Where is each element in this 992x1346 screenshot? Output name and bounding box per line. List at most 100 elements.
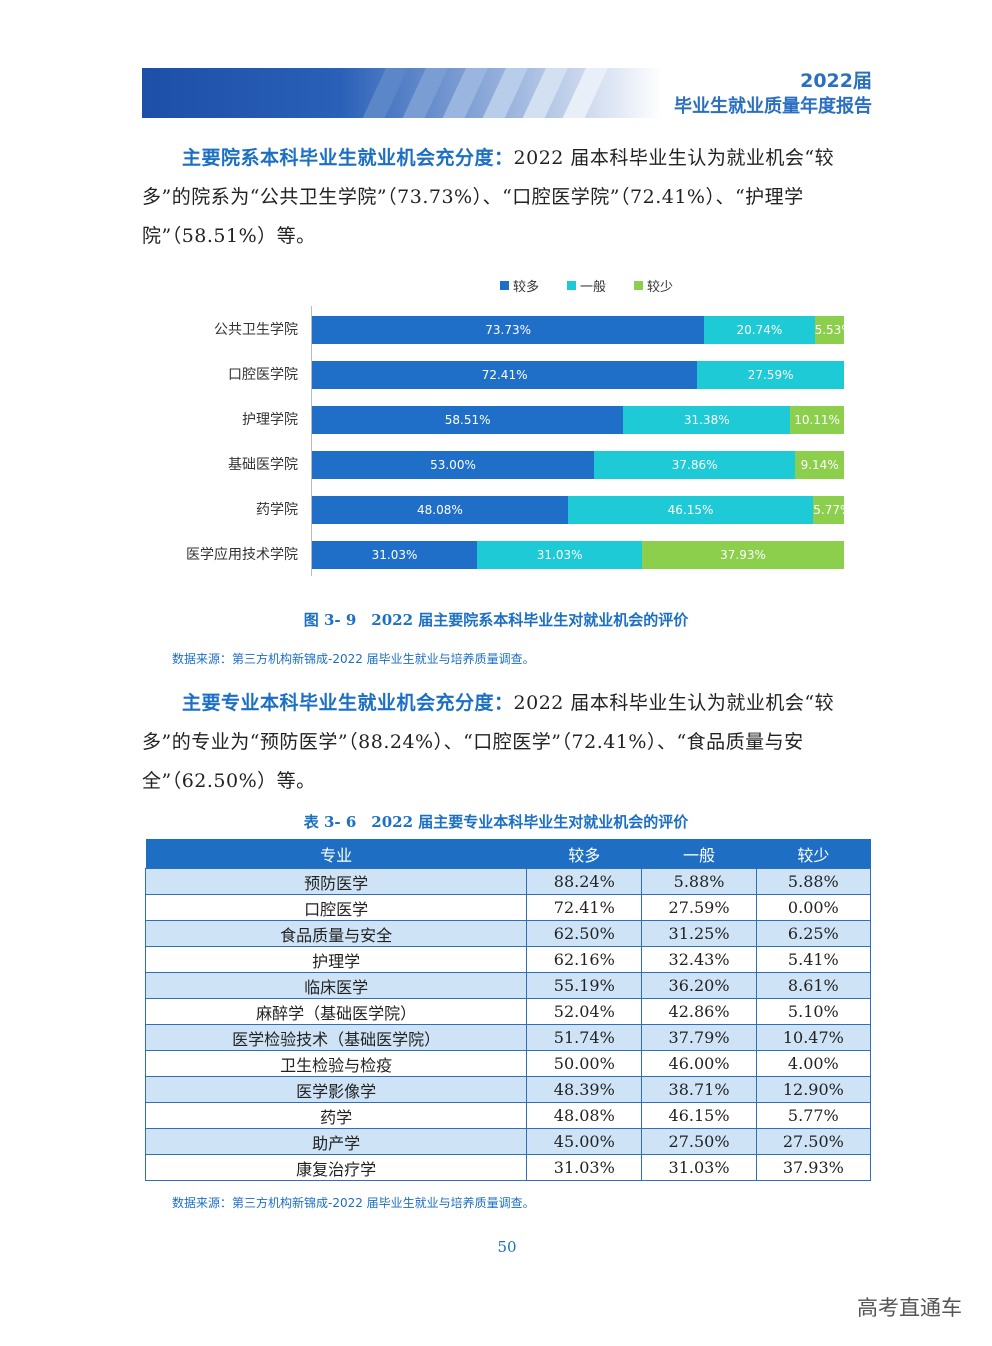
table-cell: 4.00% xyxy=(755,1050,872,1077)
bar-segment: 73.73% xyxy=(312,316,705,344)
evaluation-table: 专业 较多 一般 较少 预防医学 88.24% 5.88% 5.88% 口腔医学 72.4… xyxy=(144,839,872,1181)
table-cell: 46.00% xyxy=(641,1050,757,1077)
table-caption: 表 3- 6 2022 届主要专业本科毕业生对就业机会的评价 xyxy=(303,813,689,831)
bar-segment: 46.15% xyxy=(567,496,814,524)
bar-segment: 48.08% xyxy=(312,496,568,524)
report-header: 2022届 毕业生就业质量年度报告 xyxy=(674,68,872,120)
bar-segment: 10.11% xyxy=(790,406,844,434)
table-cell: 37.93% xyxy=(755,1154,872,1181)
header-banner xyxy=(142,68,662,118)
chart-row: 公共卫生学院 73.73% 20.74% 5.53% xyxy=(160,316,860,344)
table-cell: 36.20% xyxy=(641,972,757,999)
table-cell: 5.10% xyxy=(755,998,872,1025)
stacked-bar: 53.00% 37.86% 9.14% xyxy=(312,451,844,479)
table-cell: 27.59% xyxy=(641,894,757,921)
chart-row: 医学应用技术学院 31.03% 31.03% 37.93% xyxy=(160,541,860,569)
table-cell: 32.43% xyxy=(641,946,757,973)
legend-swatch xyxy=(634,281,644,290)
data-source-note: 数据来源：第三方机构新锦成-2022 届毕业生就业与培养质量调查。 xyxy=(172,652,535,666)
table-cell: 27.50% xyxy=(755,1128,872,1155)
chart-row: 药学院 48.08% 46.15% 5.77% xyxy=(160,496,860,524)
table-cell: 48.39% xyxy=(526,1076,643,1103)
stacked-bar: 58.51% 31.38% 10.11% xyxy=(312,406,844,434)
bar-segment: 5.53% xyxy=(814,316,853,344)
table-cell: 5.88% xyxy=(641,868,757,895)
table-cell: 62.16% xyxy=(526,946,643,973)
table-row: 卫生检验与检疫 50.00% 46.00% 4.00% xyxy=(144,1050,872,1077)
legend-label: 较少 xyxy=(647,280,674,295)
table-row: 临床医学 55.19% 36.20% 8.61% xyxy=(144,972,872,999)
table-cell: 药学 xyxy=(144,1102,528,1129)
paragraph-lead: 主要专业本科毕业生就业机会充分度： xyxy=(182,692,514,714)
table-cell: 52.04% xyxy=(526,998,643,1025)
bar-segment: 20.74% xyxy=(704,316,815,344)
table-cell: 护理学 xyxy=(144,946,528,973)
table-row: 麻醉学（基础医学院） 52.04% 42.86% 5.10% xyxy=(144,998,872,1025)
legend-item: 较少 xyxy=(634,276,673,295)
table-row: 食品质量与安全 62.50% 31.25% 6.25% xyxy=(144,920,872,947)
table-cell: 卫生检验与检疫 xyxy=(144,1050,528,1077)
table-cell: 31.03% xyxy=(526,1154,643,1181)
table-cell: 医学检验技术（基础医学院） xyxy=(144,1024,528,1051)
table-cell: 麻醉学（基础医学院） xyxy=(144,998,528,1025)
table-row: 药学 48.08% 46.15% 5.77% xyxy=(144,1102,872,1129)
stacked-bar: 72.41% 27.59% xyxy=(312,361,844,389)
table-cell: 12.90% xyxy=(755,1076,872,1103)
table-cell: 5.77% xyxy=(755,1102,872,1129)
bar-segment: 31.03% xyxy=(312,541,478,569)
table-cell: 50.00% xyxy=(526,1050,643,1077)
watermark: 高考直通车 xyxy=(857,1296,962,1320)
table-row: 护理学 62.16% 32.43% 5.41% xyxy=(144,946,872,973)
category-label: 基础医学院 xyxy=(228,457,298,473)
chart-row: 口腔医学院 72.41% 27.59% xyxy=(160,361,860,389)
table-cell: 27.50% xyxy=(641,1128,757,1155)
table-row: 医学影像学 48.39% 38.71% 12.90% xyxy=(144,1076,872,1103)
column-header: 较少 xyxy=(756,839,871,869)
category-label: 护理学院 xyxy=(242,412,298,428)
table-cell: 6.25% xyxy=(755,920,872,947)
legend-label: 一般 xyxy=(580,280,607,295)
paragraph-majors: 主要专业本科毕业生就业机会充分度：2022 届本科毕业生认为就业机会“较多”的专… xyxy=(142,684,862,801)
column-header: 较多 xyxy=(526,839,642,869)
paragraph-lead: 主要院系本科毕业生就业机会充分度： xyxy=(182,147,514,169)
table-cell: 临床医学 xyxy=(144,972,528,999)
table-row: 助产学 45.00% 27.50% 27.50% xyxy=(144,1128,872,1155)
page-number: 50 xyxy=(497,1238,517,1256)
legend-item: 较多 xyxy=(500,276,539,295)
banner-stripe xyxy=(353,68,413,118)
table-row: 预防医学 88.24% 5.88% 5.88% xyxy=(144,868,872,895)
table-cell: 31.03% xyxy=(641,1154,757,1181)
table-cell: 10.47% xyxy=(755,1024,872,1051)
column-header: 专业 xyxy=(145,839,527,869)
data-source-note: 数据来源：第三方机构新锦成-2022 届毕业生就业与培养质量调查。 xyxy=(172,1196,535,1210)
table-cell: 口腔医学 xyxy=(144,894,528,921)
chart-row: 护理学院 58.51% 31.38% 10.11% xyxy=(160,406,860,434)
table-row: 医学检验技术（基础医学院） 51.74% 37.79% 10.47% xyxy=(144,1024,872,1051)
table-cell: 88.24% xyxy=(526,868,643,895)
bar-segment: 31.38% xyxy=(623,406,791,434)
table-cell: 45.00% xyxy=(526,1128,643,1155)
legend-item: 一般 xyxy=(567,276,606,295)
chart-legend: 较多 一般 较少 xyxy=(500,276,673,295)
stacked-bar: 31.03% 31.03% 37.93% xyxy=(312,541,844,569)
category-label: 药学院 xyxy=(256,502,298,518)
header-title: 毕业生就业质量年度报告 xyxy=(674,96,872,117)
bar-segment: 31.03% xyxy=(477,541,643,569)
bar-segment: 53.00% xyxy=(312,451,594,479)
paragraph-departments: 主要院系本科毕业生就业机会充分度：2022 届本科毕业生认为就业机会“较多”的院… xyxy=(142,139,862,256)
stacked-bar-chart: 公共卫生学院 73.73% 20.74% 5.53% 口腔医学院 72.41% 27.59%… xyxy=(160,306,860,582)
table-cell: 助产学 xyxy=(144,1128,528,1155)
table-cell: 5.88% xyxy=(755,868,872,895)
table-cell: 0.00% xyxy=(755,894,872,921)
legend-swatch xyxy=(567,281,577,290)
table-cell: 48.08% xyxy=(526,1102,643,1129)
table-cell: 8.61% xyxy=(755,972,872,999)
category-label: 口腔医学院 xyxy=(228,367,298,383)
chart-axis xyxy=(311,306,312,576)
stacked-bar: 73.73% 20.74% 5.53% xyxy=(312,316,853,344)
bar-segment: 9.14% xyxy=(795,451,844,479)
paragraph-text: 2022 届本科毕业生认为就业机会“较多”的院系为“公共卫生学院”（73.73%… xyxy=(142,147,835,247)
table-cell: 46.15% xyxy=(641,1102,757,1129)
bar-segment: 72.41% xyxy=(312,361,698,389)
stacked-bar: 48.08% 46.15% 5.77% xyxy=(312,496,851,524)
